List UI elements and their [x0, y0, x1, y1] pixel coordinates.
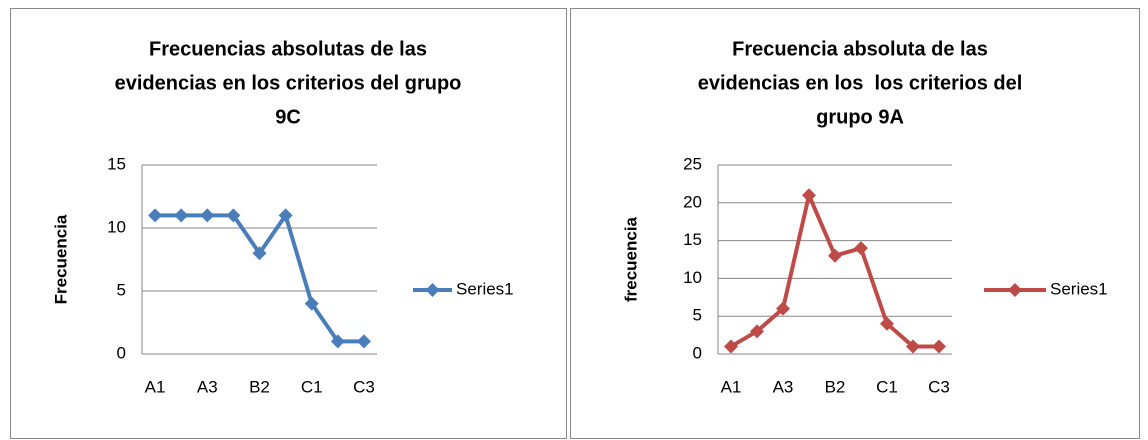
- chart-frame: [570, 8, 1140, 439]
- marker: [148, 208, 163, 223]
- marker: [278, 208, 293, 223]
- x-tick-label: A3: [197, 377, 218, 396]
- x-tick-label: C1: [301, 377, 323, 396]
- y-tick-label: 10: [107, 217, 126, 236]
- chart-title: evidencias en los los criterios del: [698, 72, 1023, 94]
- x-tick-label: A3: [773, 377, 794, 396]
- x-tick-label: C1: [876, 377, 898, 396]
- marker: [226, 208, 241, 223]
- chart-title: Frecuencias absolutas de las: [149, 38, 427, 60]
- x-tick-label: A1: [145, 377, 166, 396]
- x-tick-label: C3: [353, 377, 375, 396]
- marker: [356, 334, 371, 349]
- legend-label: Series1: [456, 279, 514, 298]
- marker: [200, 208, 215, 223]
- marker: [776, 301, 790, 316]
- y-tick-label: 10: [683, 268, 702, 287]
- x-tick-label: B2: [249, 377, 270, 396]
- x-tick-label: A1: [721, 377, 742, 396]
- marker: [828, 248, 842, 263]
- marker: [304, 296, 319, 311]
- marker: [854, 241, 868, 256]
- marker: [174, 208, 189, 223]
- legend-label: Series1: [1050, 279, 1108, 298]
- marker: [252, 246, 267, 261]
- y-tick-label: 0: [117, 343, 126, 362]
- y-tick-label: 15: [683, 230, 702, 249]
- x-tick-label: C3: [928, 377, 950, 396]
- legend-marker: [1008, 283, 1022, 297]
- chart-title: 9C: [275, 106, 301, 128]
- chart-title: evidencias en los criterios del grupo: [115, 72, 462, 94]
- y-axis-label: Frecuencia: [51, 214, 70, 304]
- marker: [802, 188, 816, 203]
- marker: [932, 339, 946, 354]
- y-tick-label: 0: [693, 343, 702, 362]
- y-axis-label: frecuencia: [621, 216, 640, 302]
- y-tick-label: 5: [693, 306, 702, 325]
- legend-marker: [425, 283, 440, 297]
- y-tick-label: 20: [683, 192, 702, 211]
- chart-title: Frecuencia absoluta de las: [732, 38, 988, 60]
- x-tick-label: B2: [825, 377, 846, 396]
- marker: [880, 316, 894, 331]
- y-tick-label: 5: [117, 280, 126, 299]
- marker: [906, 339, 920, 354]
- chart-title: grupo 9A: [816, 106, 904, 128]
- y-tick-label: 15: [107, 154, 126, 173]
- y-tick-label: 25: [683, 154, 702, 173]
- marker: [724, 339, 738, 354]
- marker: [330, 334, 345, 349]
- marker: [750, 324, 764, 339]
